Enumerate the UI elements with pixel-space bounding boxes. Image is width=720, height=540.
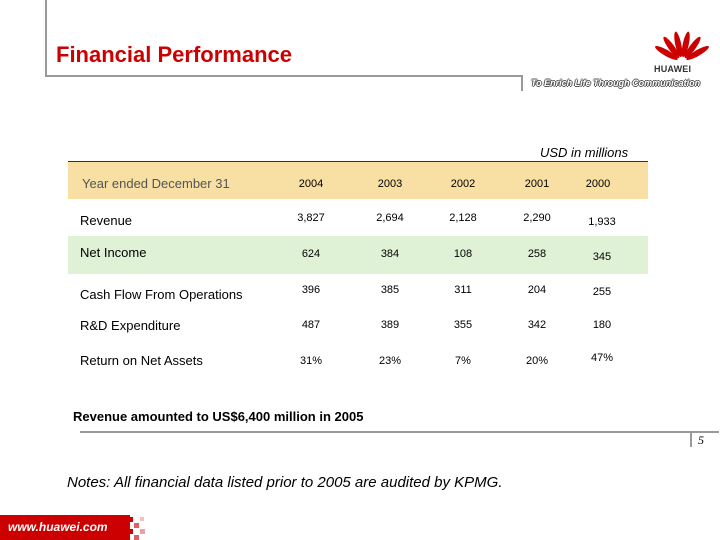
slogan: To Enrich Life Through Communication: [531, 78, 701, 88]
audit-note: Notes: All financial data listed prior t…: [67, 474, 503, 491]
table-cell: 2,290: [523, 212, 551, 224]
row-label-rd-expenditure: R&D Expenditure: [80, 318, 181, 333]
table-cell: 23%: [378, 355, 402, 367]
year-2004: 2004: [298, 178, 324, 190]
page-number: 5: [698, 433, 704, 447]
table-cell: 2,128: [449, 212, 477, 224]
year-2000: 2000: [585, 178, 611, 190]
table-cell: 487: [301, 319, 321, 331]
table-cell: 258: [527, 248, 547, 260]
table-cell: 384: [380, 248, 400, 260]
row-label-cash-flow: Cash Flow From Operations: [80, 287, 243, 302]
table-cell: 3,827: [297, 212, 325, 224]
header-row-background: [68, 162, 648, 199]
table-cell: 342: [527, 319, 547, 331]
year-2001: 2001: [524, 178, 550, 190]
table-cell: 1,933: [588, 216, 616, 228]
table-cell: 204: [527, 284, 547, 296]
year-2003: 2003: [377, 178, 403, 190]
footer-squares-decoration-icon: [128, 517, 145, 540]
table-cell: 385: [380, 284, 400, 296]
revenue-row-background: [68, 199, 648, 236]
page-number-box: [690, 431, 720, 447]
slogan-divider: [521, 75, 523, 91]
table-cell: 355: [453, 319, 473, 331]
units-label: USD in millions: [540, 145, 629, 160]
table-cell: 311: [454, 284, 472, 296]
year-header-label: Year ended December 31: [82, 176, 230, 191]
table-cell: 255: [592, 286, 612, 298]
row-label-revenue: Revenue: [80, 213, 133, 228]
header-horizontal-rule: [45, 75, 521, 77]
row-label-net-income: Net Income: [80, 245, 147, 260]
table-cell: 7%: [455, 355, 471, 367]
net-income-row-background: [68, 236, 648, 274]
table-cell: 2,694: [376, 212, 404, 224]
table-cell: 108: [453, 248, 473, 260]
table-cell: 20%: [525, 355, 549, 367]
page-title: Financial Performance: [56, 42, 292, 67]
header-vertical-rule: [45, 0, 47, 76]
table-top-rule: [68, 161, 648, 162]
table-cell: 624: [301, 248, 321, 260]
row-label-return-on-net-assets: Return on Net Assets: [80, 353, 203, 368]
table-cell: 31%: [299, 355, 323, 367]
footer-bar: [0, 515, 130, 540]
logo-text: HUAWEI: [654, 64, 692, 74]
huawei-logo-icon: [655, 31, 709, 60]
revenue-2005-note: Revenue amounted to US$6,400 million in …: [73, 409, 364, 424]
table-cell: 345: [592, 251, 612, 263]
footer-url[interactable]: www.huawei.com: [8, 520, 108, 534]
table-cell: 180: [592, 319, 612, 331]
table-cell: 389: [380, 319, 400, 331]
table-cell: 396: [301, 284, 321, 296]
page-number-rule: [80, 431, 719, 433]
table-cell: 47%: [590, 352, 614, 364]
year-2002: 2002: [450, 178, 476, 190]
